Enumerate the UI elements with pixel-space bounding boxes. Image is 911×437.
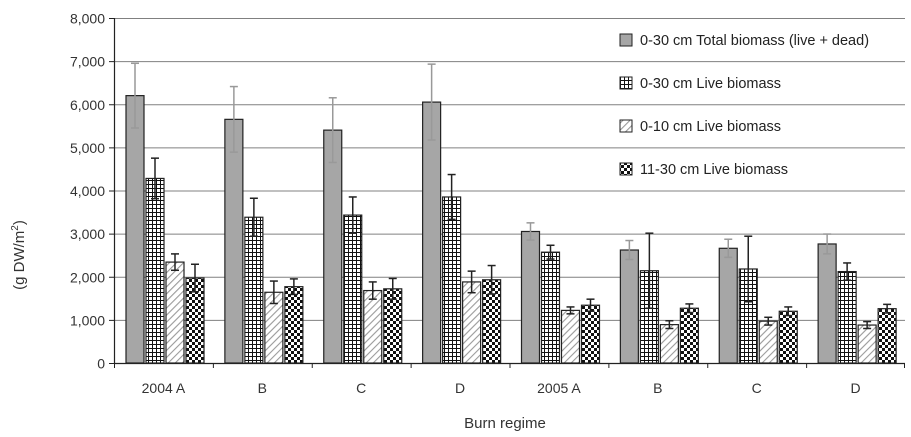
y-tick-label: 0	[97, 356, 105, 372]
y-tick-label: 6,000	[70, 97, 105, 113]
bar	[442, 196, 462, 364]
legend-label: 0-30 cm Total biomass (live + dead)	[640, 33, 869, 49]
y-tick-label: 2,000	[70, 269, 105, 285]
bar	[284, 286, 304, 364]
y-tick-label: 1,000	[70, 312, 105, 328]
x-tick-label: D	[851, 380, 861, 396]
bar	[462, 281, 482, 364]
bar	[165, 261, 185, 364]
y-tick-label: 8,000	[70, 11, 105, 27]
legend-label: 11-30 cm Live biomass	[640, 162, 788, 178]
legend: 0-30 cm Total biomass (live + dead) 0-30…	[619, 33, 869, 178]
y-tick-label: 7,000	[70, 54, 105, 70]
bars	[125, 95, 897, 364]
bar	[540, 251, 561, 364]
bar	[323, 129, 343, 364]
legend-swatch-11-30	[619, 162, 633, 176]
x-tick-label: C	[752, 380, 762, 396]
y-tick-label: 4,000	[70, 183, 105, 199]
bar	[363, 289, 383, 364]
bar	[718, 247, 738, 364]
y-axis-title: (g DW/m2)	[10, 220, 28, 290]
bar	[679, 307, 699, 364]
x-tick-label: 2005 A	[537, 380, 581, 396]
bar	[383, 288, 403, 364]
tick-labels: 0 1,000 2,000 3,000 4,000 5,000 6,000 7,000 8,00…	[70, 11, 861, 397]
legend-item: 0-30 cm Live biomass	[619, 76, 781, 92]
x-tick-label: 2004 A	[142, 380, 186, 396]
x-axis-title: Burn regime	[464, 415, 546, 432]
bar	[619, 249, 639, 364]
legend-item: 11-30 cm Live biomass	[619, 162, 788, 178]
bar	[877, 308, 897, 364]
bar	[244, 216, 264, 364]
bar	[560, 309, 581, 364]
legend-label: 0-30 cm Live biomass	[640, 76, 781, 92]
error-bars	[131, 62, 892, 330]
x-tick-label: D	[455, 380, 465, 396]
bar	[224, 118, 244, 364]
bar	[145, 177, 165, 364]
x-tick-label: B	[653, 380, 662, 396]
bar	[422, 101, 442, 364]
y-tick-label: 5,000	[70, 140, 105, 156]
legend-swatch-0-10	[619, 119, 633, 133]
legend-swatch-total	[619, 33, 633, 47]
y-tick-label: 3,000	[70, 226, 105, 242]
bar	[857, 324, 877, 364]
bar	[758, 320, 778, 364]
bar	[817, 243, 837, 364]
x-tick-label: C	[356, 380, 366, 396]
bar	[580, 304, 601, 364]
legend-item: 0-10 cm Live biomass	[619, 119, 781, 135]
axes	[109, 18, 905, 368]
bar	[778, 310, 798, 364]
bar	[659, 324, 679, 364]
bar	[520, 230, 541, 364]
bar	[125, 95, 145, 364]
bar	[343, 214, 363, 364]
legend-swatch-live	[619, 76, 633, 90]
legend-item: 0-30 cm Total biomass (live + dead)	[619, 33, 869, 49]
x-tick-label: B	[258, 380, 267, 396]
bar	[837, 270, 857, 364]
legend-label: 0-10 cm Live biomass	[640, 119, 781, 135]
